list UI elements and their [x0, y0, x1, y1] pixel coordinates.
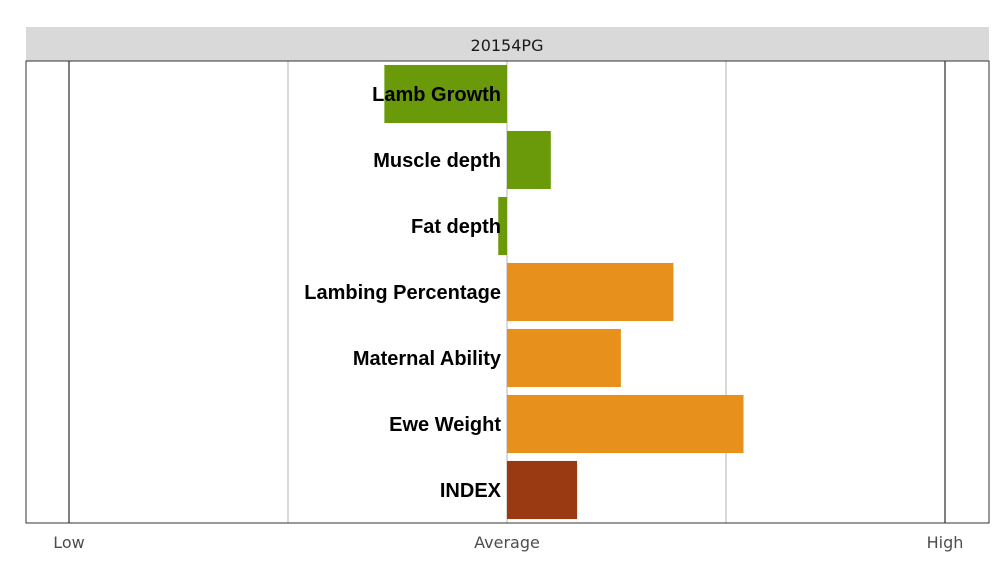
x-tick-label: Average: [474, 533, 540, 552]
x-tick-label: Low: [53, 533, 85, 552]
bar: [507, 130, 551, 190]
bar-layer: [384, 64, 744, 520]
bar-label-layer: Lamb Growth Muscle depth Fat depth Lambing …: [304, 84, 502, 502]
x-tick-label: High: [927, 533, 964, 552]
bar-label: Muscle depth: [373, 150, 501, 172]
title-strip: [26, 27, 989, 61]
bar: [384, 64, 507, 124]
bar: [498, 196, 507, 256]
chart-title: 20154PG: [471, 36, 544, 55]
x-tick-layer: Low Average High: [53, 533, 963, 552]
bar-label: Lamb Growth: [372, 84, 501, 106]
bar-label: INDEX: [440, 480, 502, 502]
bar-label: Lambing Percentage: [304, 282, 501, 304]
bar-label: Ewe Weight: [389, 414, 501, 436]
panel-border: [25, 60, 990, 524]
bar: [507, 262, 674, 322]
bar: [507, 394, 744, 454]
bar-label: Maternal Ability: [353, 348, 502, 370]
bar-label: Fat depth: [411, 216, 501, 238]
bar: [507, 328, 621, 388]
bar: [507, 460, 578, 520]
